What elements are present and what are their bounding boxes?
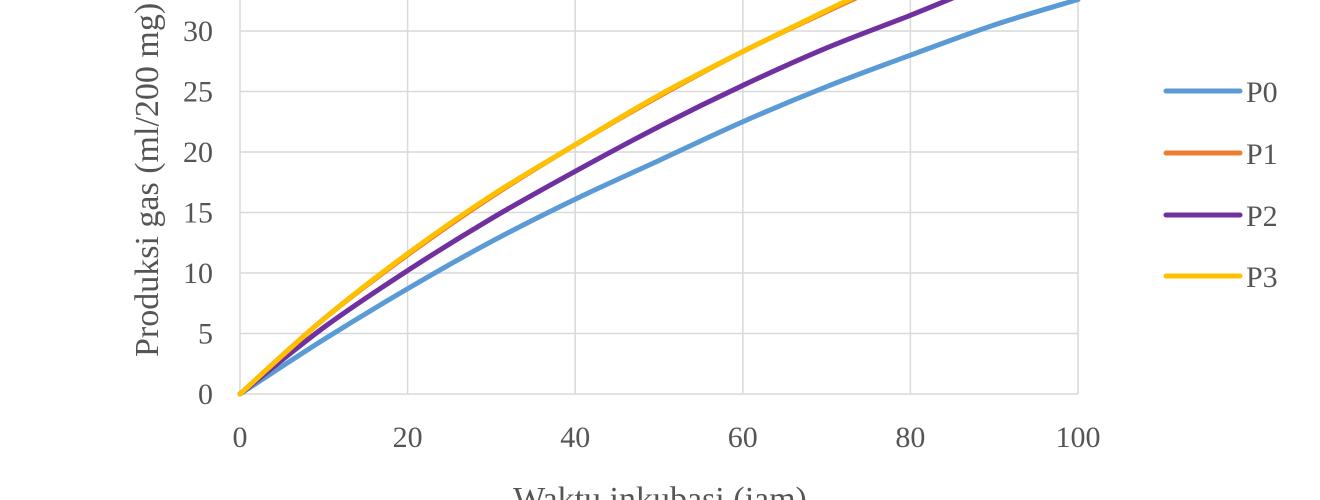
y-axis-title: Produksi gas (ml/200 mg): [129, 3, 166, 357]
grid-layer: [239, 0, 1079, 395]
y-tick-label: 5: [198, 318, 213, 351]
series-layer: [237, 0, 1081, 397]
x-axis-title: Waktu inkubasi (jam): [513, 481, 807, 500]
legend-label-p1: P1: [1246, 138, 1278, 171]
y-tick-label: 10: [183, 257, 213, 290]
x-tick-label: 100: [1056, 421, 1101, 454]
legend-label-p0: P0: [1246, 76, 1278, 109]
legend: P0 P1 P2 P3: [1163, 76, 1278, 294]
series-line-p3: [237, 0, 854, 397]
y-tick-label: 15: [183, 197, 213, 230]
series-line-p2: [237, 0, 955, 397]
y-tick-label: 20: [183, 136, 213, 169]
x-tick-label: 80: [895, 421, 925, 454]
legend-label-p2: P2: [1246, 200, 1278, 233]
x-tick-label: 0: [233, 421, 248, 454]
axis-layer: 0 20 40 60 80 100 0 5 10 15 20 25 30: [183, 15, 1101, 454]
series-line-p0: [237, 0, 1081, 397]
x-tick-label: 40: [560, 421, 590, 454]
y-tick-label: 30: [183, 15, 213, 48]
legend-label-p3: P3: [1246, 261, 1278, 294]
x-tick-label: 60: [728, 421, 758, 454]
y-tick-label: 0: [198, 378, 213, 411]
x-tick-label: 20: [393, 421, 423, 454]
y-tick-label: 25: [183, 76, 213, 109]
